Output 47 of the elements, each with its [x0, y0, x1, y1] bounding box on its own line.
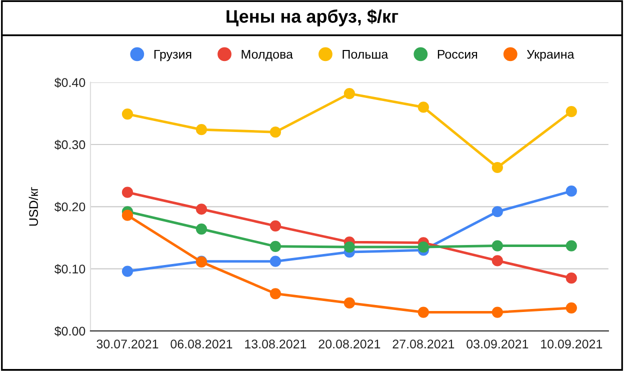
point — [418, 306, 429, 318]
legend-label: Польша — [342, 50, 388, 59]
x-tick-label: 06.08.2021 — [170, 340, 232, 348]
x-tick-label: 03.09.2021 — [466, 340, 528, 348]
y-tick-label: $0.20 — [54, 202, 86, 212]
y-tick-label: $0.40 — [54, 78, 86, 88]
point — [492, 206, 503, 218]
point — [122, 210, 134, 221]
point — [270, 288, 282, 300]
legend-label: Грузия — [154, 50, 192, 62]
point — [196, 223, 208, 235]
legend-label: Молдова — [242, 50, 293, 62]
point — [566, 302, 577, 314]
point — [344, 88, 355, 100]
point — [270, 126, 282, 138]
point — [122, 186, 134, 198]
point — [196, 124, 208, 136]
y-axis-title: USD/кг — [28, 187, 38, 226]
point — [122, 266, 134, 277]
x-tick-label: 30.07.2021 — [96, 340, 158, 348]
point — [270, 220, 282, 232]
point — [344, 297, 355, 309]
y-tick-label: $0.30 — [54, 140, 86, 150]
point — [566, 186, 577, 197]
chart-title: Цены на арбуз, $/кг — [226, 9, 398, 26]
point — [344, 241, 355, 253]
point — [566, 272, 577, 284]
point — [492, 255, 503, 266]
point — [492, 240, 503, 252]
point — [566, 240, 577, 252]
x-tick-label: 13.08.2021 — [245, 340, 306, 348]
point — [196, 204, 208, 215]
x-tick-label: 27.08.2021 — [392, 340, 454, 348]
point — [270, 240, 282, 252]
legend-label: Украина — [526, 50, 574, 62]
point — [566, 106, 577, 118]
point — [418, 241, 429, 253]
point — [122, 108, 134, 120]
legend-label: Россия — [438, 50, 478, 59]
y-tick-label: $0.10 — [54, 264, 86, 274]
x-tick-label: 20.08.2021 — [318, 340, 380, 348]
point — [492, 162, 503, 174]
y-tick-label: $0.00 — [54, 326, 86, 336]
x-tick-label: 10.09.2021 — [541, 340, 602, 348]
point — [492, 306, 503, 318]
point — [418, 102, 429, 113]
point — [270, 256, 282, 267]
